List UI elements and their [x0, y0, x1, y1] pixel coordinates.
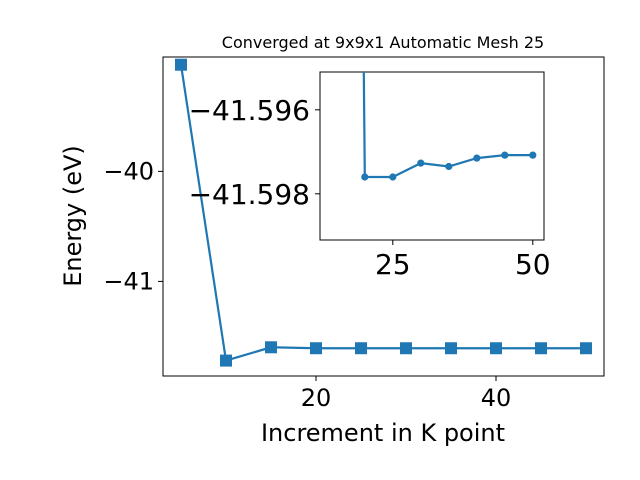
inset-y-tick-label: −41.598 [189, 178, 310, 211]
data-point [445, 342, 457, 355]
main-axis-ticks: 20 40 −41 −40 [103, 157, 511, 412]
inset-data-point [473, 154, 481, 162]
x-axis-label: Increment in K point [261, 419, 505, 447]
data-point [175, 58, 187, 71]
data-point [355, 342, 367, 355]
x-tick-label: 20 [301, 384, 332, 412]
y-tick-label: −41 [103, 267, 154, 295]
data-point [535, 342, 547, 355]
inset-x-tick-label: 50 [515, 248, 551, 281]
inset-data-point [361, 173, 369, 181]
data-point [310, 342, 322, 355]
y-axis-label: Energy (eV) [59, 145, 87, 287]
main-plot-frame [162, 56, 605, 377]
inset-y-tick-label: −41.596 [189, 94, 310, 127]
data-point [265, 341, 277, 354]
inset-series-offscale-segment [362, 71, 366, 178]
inset-data-point [501, 151, 509, 159]
data-point [580, 342, 592, 355]
inset-data-point [389, 173, 397, 181]
inset-x-tick-label: 25 [375, 248, 411, 281]
inset-series [361, 71, 537, 181]
data-point [400, 342, 412, 355]
inset-data-point [445, 162, 453, 171]
data-point [490, 342, 502, 355]
main-series [175, 58, 592, 367]
inset-axis-ticks: 25 50 −41.598 −41.596 [189, 94, 551, 281]
x-tick-label: 40 [481, 384, 512, 412]
data-point [220, 354, 232, 367]
series-line [179, 64, 586, 363]
chart-title: Converged at 9x9x1 Automatic Mesh 25 [222, 33, 544, 52]
inset-data-point [417, 159, 425, 167]
inset-data-point [529, 151, 537, 159]
y-tick-label: −40 [103, 157, 154, 185]
